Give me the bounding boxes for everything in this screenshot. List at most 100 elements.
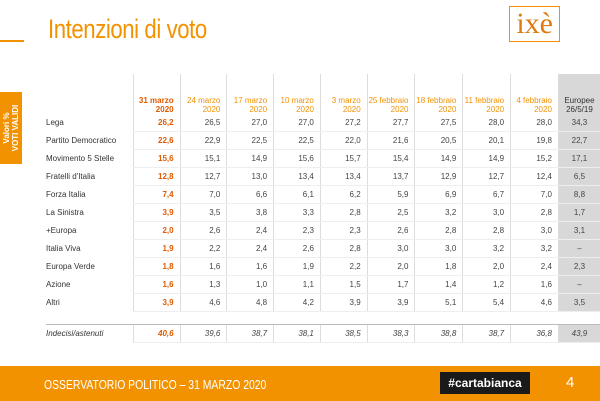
cell: 1,6 <box>179 257 227 276</box>
cell: 2,6 <box>273 239 321 258</box>
cell: 28,0 <box>510 114 559 132</box>
cell: 15,2 <box>510 149 559 168</box>
logo: ixè <box>509 6 560 42</box>
spacer <box>46 312 600 325</box>
cell: 13,7 <box>366 167 415 186</box>
cell: 7,4 <box>132 185 181 204</box>
row: Partito Democratico 22,6 22,9 22,5 22,5 22,0 2… <box>46 131 600 150</box>
cell: 27,7 <box>366 114 415 132</box>
row: Forza Italia 7,4 7,0 6,6 6,1 6,2 5,9 6,9 6,7 7,0 8… <box>46 185 600 204</box>
cell: 6,7 <box>462 185 511 204</box>
cell: 38,5 <box>319 324 368 343</box>
cell: 22,5 <box>273 131 321 150</box>
cell: 3,3 <box>273 203 321 222</box>
cell: 2,3 <box>557 257 600 276</box>
cell: 2,3 <box>319 221 368 240</box>
cell: 3,0 <box>462 203 511 222</box>
cell: 1,6 <box>132 275 181 294</box>
row: Altri 3,9 4,6 4,8 4,2 3,9 3,9 5,1 5,4 4,6 3,5 <box>46 293 600 312</box>
cell: 5,1 <box>414 293 463 312</box>
cell: 2,8 <box>319 239 368 258</box>
cell: 3,2 <box>510 239 559 258</box>
cell: – <box>557 239 600 258</box>
row-label: Movimento 5 Stelle <box>46 154 115 163</box>
column-header: Europee 26/5/19 <box>557 74 600 114</box>
row: Italia Viva 1,9 2,2 2,4 2,6 2,8 3,0 3,0 3,2 3,2– <box>46 239 600 258</box>
cell: 2,0 <box>132 221 181 240</box>
row-label: Italia Viva <box>46 244 81 253</box>
column-header: 11 febbraio 2020 <box>462 74 511 114</box>
cell: 7,0 <box>179 185 227 204</box>
column-header: 24 marzo 2020 <box>179 74 227 114</box>
row: Movimento 5 Stelle 15,6 15,1 14,9 15,6 15,7 15… <box>46 149 600 168</box>
cell: 27,5 <box>414 114 463 132</box>
cell: 12,9 <box>414 167 463 186</box>
cell: 2,6 <box>366 221 415 240</box>
cell: 34,3 <box>557 114 600 132</box>
row-label: Lega <box>46 118 64 128</box>
footer-text: OSSERVATORIO POLITICO – 31 MARZO 2020 <box>44 377 267 392</box>
cell: 22,6 <box>132 131 181 150</box>
column-header: 17 marzo 2020 <box>226 74 274 114</box>
cell: 36,8 <box>510 324 559 343</box>
cell: 43,9 <box>557 324 600 343</box>
cell: 22,5 <box>226 131 274 150</box>
cell: 17,1 <box>557 149 600 168</box>
cell: 4,6 <box>510 293 559 312</box>
cell: 40,6 <box>132 324 181 343</box>
row-label: Forza Italia <box>46 190 86 199</box>
cell: 1,7 <box>366 275 415 294</box>
cell: 13,0 <box>226 167 274 186</box>
cell: 1,9 <box>273 257 321 276</box>
title: Intenzioni di voto <box>48 14 207 44</box>
row: Indecisi/astenuti 40,6 39,6 38,7 38,1 38,5 38,… <box>46 324 600 343</box>
cell: 14,9 <box>414 149 463 168</box>
cell: 7,0 <box>510 185 559 204</box>
cell: 12,7 <box>179 167 227 186</box>
cell: 1,9 <box>132 239 181 258</box>
cell: 2,6 <box>179 221 227 240</box>
row: Fratelli d'Italia 12,8 12,7 13,0 13,4 13,4 13,… <box>46 167 600 186</box>
cell: 15,6 <box>132 149 181 168</box>
row-label: Altri <box>46 298 60 307</box>
cell: 3,2 <box>462 239 511 258</box>
cell: 2,4 <box>510 257 559 276</box>
cell: 1,3 <box>179 275 227 294</box>
cell: 39,6 <box>179 324 227 343</box>
cell: 15,6 <box>273 149 321 168</box>
cell: 20,1 <box>462 131 511 150</box>
cell: 13,4 <box>319 167 368 186</box>
cell: 4,8 <box>226 293 274 312</box>
cell: 3,0 <box>414 239 463 258</box>
cell: 1,6 <box>226 257 274 276</box>
cell: 15,4 <box>366 149 415 168</box>
cell: 26,2 <box>132 114 181 132</box>
cell: 15,7 <box>319 149 368 168</box>
column-header: 31 marzo 2020 <box>132 74 181 114</box>
cell: 6,6 <box>226 185 274 204</box>
cell: 3,0 <box>366 239 415 258</box>
column-header: 3 marzo 2020 <box>319 74 368 114</box>
cell: 28,0 <box>462 114 511 132</box>
cell: 27,2 <box>319 114 368 132</box>
cell: – <box>557 275 600 294</box>
cell: 2,8 <box>414 221 463 240</box>
row: +Europa 2,0 2,6 2,4 2,3 2,3 2,6 2,8 2,8 3,0 3,1 <box>46 221 600 240</box>
cell: 6,5 <box>557 167 600 186</box>
side-text: VOTI VALIDI <box>11 104 20 152</box>
cell: 3,9 <box>132 293 181 312</box>
row-label: +Europa <box>46 226 77 235</box>
table: 31 marzo 2020 24 marzo 2020 17 marzo 2020 1… <box>46 74 600 343</box>
cell: 5,9 <box>366 185 415 204</box>
column-header: 4 febbraio 2020 <box>510 74 559 114</box>
cell: 2,2 <box>319 257 368 276</box>
row: Azione 1,6 1,3 1,0 1,1 1,5 1,7 1,4 1,2 1,6– <box>46 275 600 294</box>
cell: 6,2 <box>319 185 368 204</box>
cell: 1,7 <box>557 203 600 222</box>
cell: 38,7 <box>462 324 511 343</box>
cell: 15,1 <box>179 149 227 168</box>
cell: 22,9 <box>179 131 227 150</box>
cell: 1,0 <box>226 275 274 294</box>
row: Europa Verde 1,8 1,6 1,6 1,9 2,2 2,0 1,8 2,0 2,4 2… <box>46 257 600 276</box>
cell: 1,2 <box>462 275 511 294</box>
